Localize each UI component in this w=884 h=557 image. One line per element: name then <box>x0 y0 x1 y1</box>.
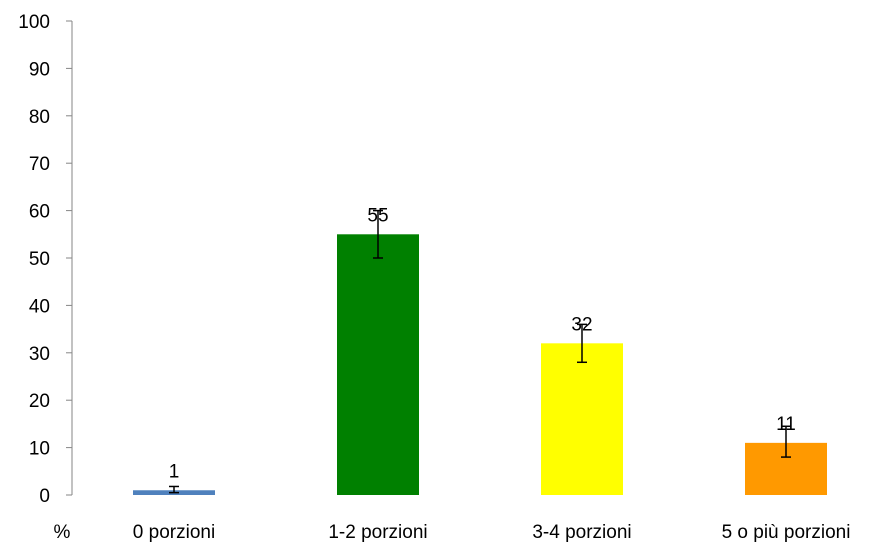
bars <box>133 234 827 496</box>
y-tick-label: 50 <box>29 249 50 270</box>
bar <box>541 343 623 495</box>
bar <box>337 234 419 496</box>
error-bars <box>169 209 791 494</box>
y-tick-label: 80 <box>29 107 50 128</box>
y-tick-label: 100 <box>18 12 50 33</box>
y-tick-label: 20 <box>29 391 50 412</box>
axes <box>66 20 73 496</box>
y-tick-label: 70 <box>29 154 50 175</box>
y-tick-label: 40 <box>29 296 50 317</box>
data-labels: 1 55 32 11 <box>169 205 796 482</box>
data-label: 55 <box>367 205 388 226</box>
data-label: 11 <box>776 414 796 435</box>
y-tick-label: 0 <box>39 486 50 507</box>
y-tick-label: 90 <box>29 59 50 80</box>
x-tick-label: 3-4 porzioni <box>532 522 631 543</box>
y-tick-label: 60 <box>29 202 50 223</box>
tick-labels: 0 10 20 30 40 50 60 70 80 90 100% 0 porzioni 1-2 por… <box>18 12 850 543</box>
y-tick-label: 10 <box>29 439 50 460</box>
y-tick-label: 30 <box>29 344 50 365</box>
x-tick-label: 1-2 porzioni <box>328 522 427 543</box>
x-tick-label: 5 o più porzioni <box>722 522 851 543</box>
data-label: 32 <box>571 314 592 335</box>
x-tick-label: 0 porzioni <box>133 522 215 543</box>
x-unit-label: % <box>54 522 71 543</box>
data-label: 1 <box>169 461 180 482</box>
